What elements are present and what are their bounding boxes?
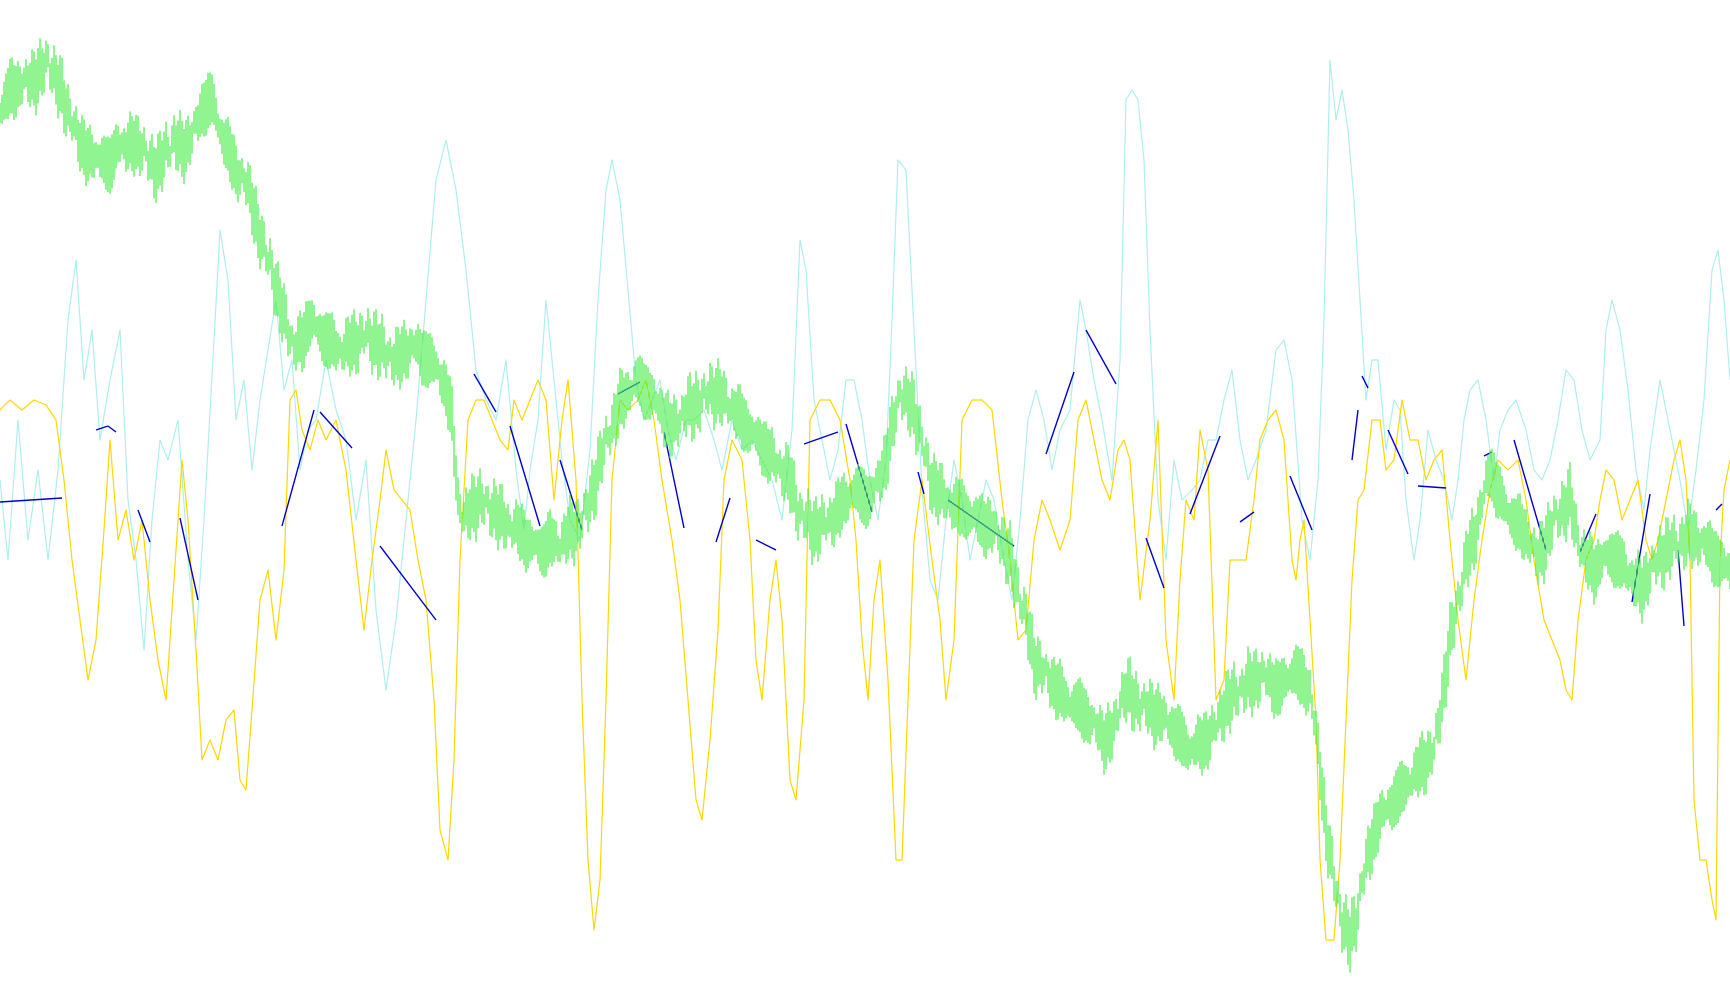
trend-segment: [319, 411, 353, 449]
trend-segment: [1085, 329, 1117, 385]
trend-segment: [559, 459, 583, 531]
trend-segment: [1715, 503, 1723, 511]
trend-segment: [1145, 537, 1165, 589]
trend-segment: [473, 373, 497, 413]
trend-segment: [1361, 375, 1369, 389]
series-line: [0, 59, 1730, 691]
trend-segment: [1417, 485, 1447, 489]
series-line: [0, 379, 1730, 941]
trend-segment: [1351, 409, 1359, 461]
trend-segment: [0, 497, 63, 503]
trend-segment: [281, 409, 315, 527]
trend-segment: [1631, 493, 1651, 603]
trend-segment: [755, 539, 777, 551]
trend-segment: [509, 425, 541, 527]
trend-segment: [1289, 475, 1313, 531]
trend-segment: [95, 425, 109, 431]
trend-segment: [179, 517, 199, 601]
trend-segment: [947, 499, 1015, 547]
trend-segment: [803, 431, 839, 445]
trend-segment: [663, 431, 685, 529]
trend-segment: [1189, 435, 1221, 515]
trend-segment: [1513, 439, 1547, 551]
trend-segment: [617, 381, 641, 395]
trend-segment: [1387, 429, 1409, 475]
trend-segment: [1239, 511, 1255, 523]
trend-segment: [1579, 513, 1597, 553]
series-yellow-line: [0, 379, 1730, 941]
trend-segment: [379, 545, 437, 621]
trend-segment: [1045, 371, 1075, 455]
trend-segment: [1677, 549, 1685, 627]
trend-segment: [137, 509, 151, 543]
trend-segment: [107, 425, 117, 433]
trend-segment: [715, 497, 731, 543]
series-green-bars: [0, 38, 1730, 973]
trend-segment: [917, 471, 925, 495]
trend-segment: [1483, 451, 1493, 457]
series-cyan-line: [0, 59, 1730, 691]
